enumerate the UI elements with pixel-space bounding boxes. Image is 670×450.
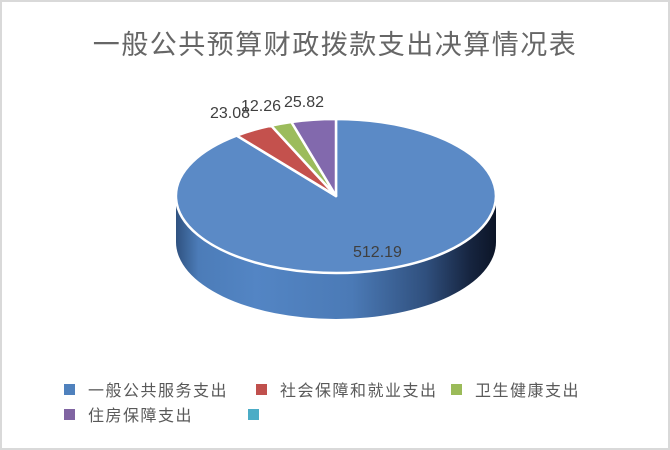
legend-swatch-purple <box>64 408 75 420</box>
legend-label: 社会保障和就业支出 <box>280 383 438 400</box>
pie-slice-housing <box>290 117 338 198</box>
legend-label: 住房保障支出 <box>88 408 194 425</box>
legend-swatch-blue <box>64 383 75 395</box>
data-label-social-security: 23.08 <box>210 105 251 122</box>
legend-label: 卫生健康支出 <box>475 383 581 400</box>
data-label-housing: 25.82 <box>284 94 325 111</box>
data-label-health: 12.26 <box>241 98 282 115</box>
legend-swatch-green <box>451 383 462 395</box>
pie-side-wall <box>176 196 496 319</box>
chart-title: 一般公共预算财政拨款支出决算情况表 <box>92 30 578 60</box>
legend-item-social-security: 社会保障和就业支出 <box>256 381 438 400</box>
legend-item-empty-series <box>248 406 272 422</box>
legend-item-general-public-service: 一般公共服务支出 <box>64 381 228 400</box>
legend-swatch-red <box>256 383 267 395</box>
data-label-general-public-service: 512.19 <box>353 244 402 261</box>
legend-item-health: 卫生健康支出 <box>451 381 580 400</box>
legend-item-housing: 住房保障支出 <box>64 406 193 425</box>
legend-label: 一般公共服务支出 <box>88 383 229 400</box>
legend-swatch-cyan <box>248 408 259 420</box>
